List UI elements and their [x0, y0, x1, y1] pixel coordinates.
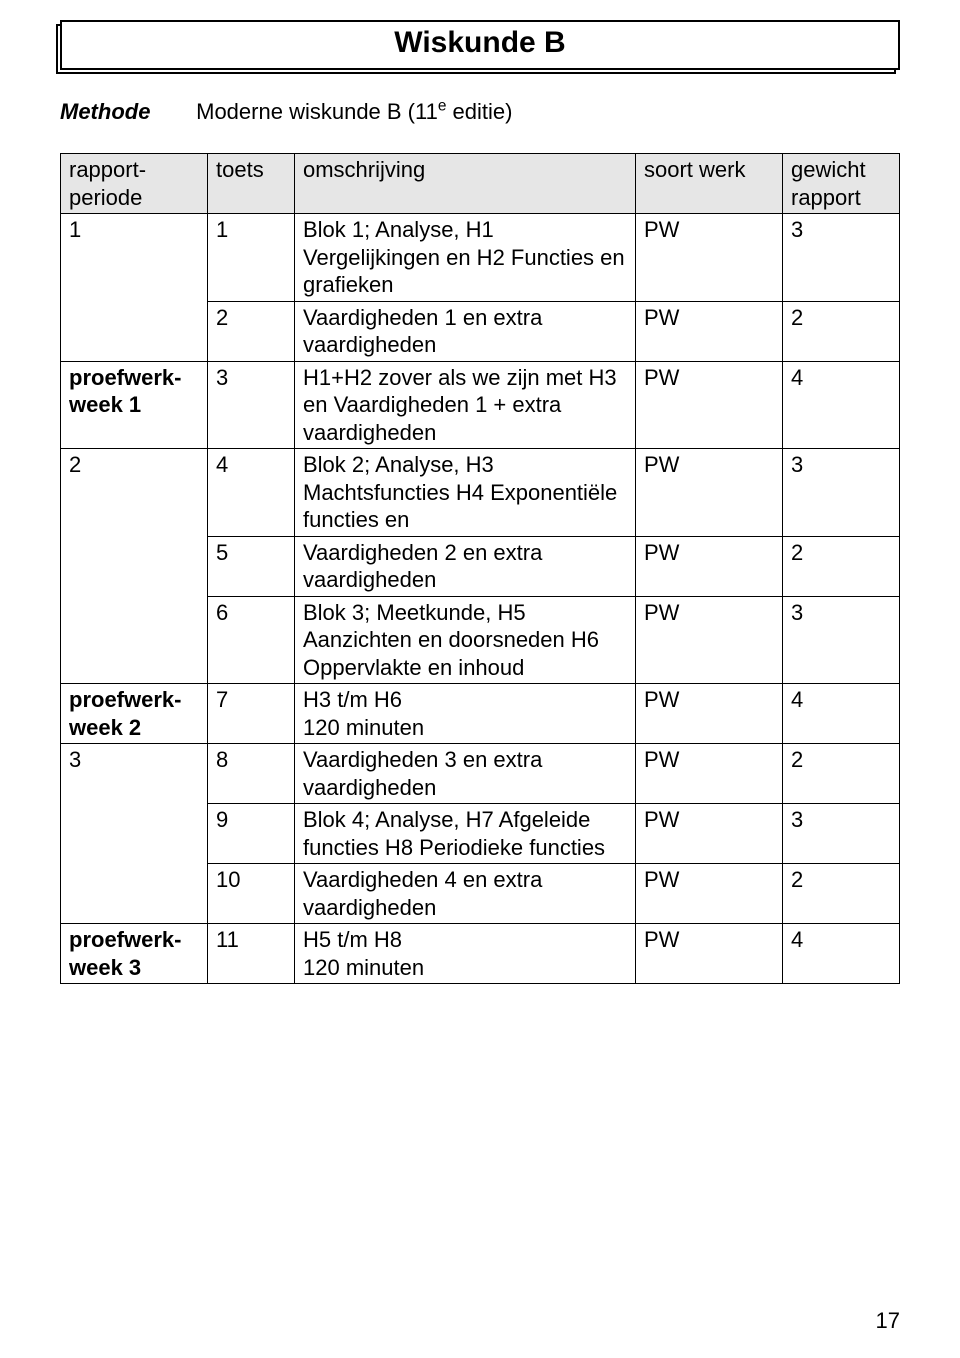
- cell-toets: 2: [208, 301, 295, 361]
- method-line: Methode Moderne wiskunde B (11e editie): [60, 98, 900, 125]
- th-omschrijving: omschrijving: [295, 154, 636, 214]
- method-value-suffix: editie): [446, 99, 512, 124]
- cell-omschrijving: Vaardigheden 2 en extra vaardigheden: [295, 536, 636, 596]
- cell-soort: PW: [636, 684, 783, 744]
- cell-toets: 5: [208, 536, 295, 596]
- cell-toets: 8: [208, 744, 295, 804]
- cell-periode: 2: [61, 449, 208, 684]
- cell-omschrijving: Vaardigheden 4 en extra vaardigheden: [295, 864, 636, 924]
- cell-periode: 3: [61, 744, 208, 924]
- table-header-row: rapport-periode toets omschrijving soort…: [61, 154, 900, 214]
- cell-soort: PW: [636, 449, 783, 537]
- table-body: 11Blok 1; Analyse, H1 Vergelijkingen en …: [61, 214, 900, 984]
- cell-gewicht: 4: [783, 361, 900, 449]
- method-value: Moderne wiskunde B (11e editie): [196, 99, 512, 124]
- table-row: proefwerk-week 13H1+H2 zover als we zijn…: [61, 361, 900, 449]
- cell-gewicht: 2: [783, 301, 900, 361]
- cell-soort: PW: [636, 596, 783, 684]
- th-soort: soort werk: [636, 154, 783, 214]
- table-row: proefwerk-week 27H3 t/m H6120 minutenPW4: [61, 684, 900, 744]
- cell-gewicht: 2: [783, 744, 900, 804]
- table-row: 38Vaardigheden 3 en extra vaardighedenPW…: [61, 744, 900, 804]
- cell-periode: proefwerk-week 3: [61, 924, 208, 984]
- th-periode: rapport-periode: [61, 154, 208, 214]
- method-value-prefix: Moderne wiskunde B (11: [196, 99, 438, 124]
- cell-soort: PW: [636, 924, 783, 984]
- cell-periode: 1: [61, 214, 208, 362]
- cell-toets: 11: [208, 924, 295, 984]
- cell-gewicht: 2: [783, 536, 900, 596]
- cell-periode: proefwerk-week 2: [61, 684, 208, 744]
- cell-gewicht: 3: [783, 804, 900, 864]
- table-row: 11Blok 1; Analyse, H1 Vergelijkingen en …: [61, 214, 900, 302]
- cell-gewicht: 4: [783, 684, 900, 744]
- cell-toets: 7: [208, 684, 295, 744]
- cell-gewicht: 3: [783, 596, 900, 684]
- cell-toets: 3: [208, 361, 295, 449]
- cell-gewicht: 2: [783, 864, 900, 924]
- cell-soort: PW: [636, 536, 783, 596]
- cell-soort: PW: [636, 744, 783, 804]
- cell-omschrijving: Vaardigheden 1 en extra vaardigheden: [295, 301, 636, 361]
- cell-gewicht: 3: [783, 214, 900, 302]
- page-title: Wiskunde B: [60, 20, 900, 70]
- cell-periode: proefwerk-week 1: [61, 361, 208, 449]
- cell-gewicht: 4: [783, 924, 900, 984]
- cell-soort: PW: [636, 301, 783, 361]
- cell-omschrijving: Blok 1; Analyse, H1 Vergelijkingen en H2…: [295, 214, 636, 302]
- cell-omschrijving: H3 t/m H6120 minuten: [295, 684, 636, 744]
- cell-toets: 4: [208, 449, 295, 537]
- cell-omschrijving: Vaardigheden 3 en extra vaardigheden: [295, 744, 636, 804]
- cell-omschrijving: Blok 2; Analyse, H3 Machtsfuncties H4 Ex…: [295, 449, 636, 537]
- method-label: Methode: [60, 99, 190, 125]
- cell-omschrijving: Blok 3; Meetkunde, H5 Aanzichten en door…: [295, 596, 636, 684]
- cell-omschrijving: H1+H2 zover als we zijn met H3 en Vaardi…: [295, 361, 636, 449]
- cell-omschrijving: Blok 4; Analyse, H7 Afgeleide functies H…: [295, 804, 636, 864]
- page-number: 17: [876, 1308, 900, 1334]
- curriculum-table: rapport-periode toets omschrijving soort…: [60, 153, 900, 984]
- table-row: 24Blok 2; Analyse, H3 Machtsfuncties H4 …: [61, 449, 900, 537]
- cell-toets: 9: [208, 804, 295, 864]
- cell-soort: PW: [636, 361, 783, 449]
- cell-toets: 1: [208, 214, 295, 302]
- cell-soort: PW: [636, 804, 783, 864]
- cell-toets: 6: [208, 596, 295, 684]
- th-toets: toets: [208, 154, 295, 214]
- page: Wiskunde B Methode Moderne wiskunde B (1…: [0, 0, 960, 1358]
- cell-omschrijving: H5 t/m H8120 minuten: [295, 924, 636, 984]
- cell-gewicht: 3: [783, 449, 900, 537]
- cell-soort: PW: [636, 864, 783, 924]
- table-row: proefwerk-week 311H5 t/m H8120 minutenPW…: [61, 924, 900, 984]
- cell-soort: PW: [636, 214, 783, 302]
- th-gewicht: gewicht rapport: [783, 154, 900, 214]
- cell-toets: 10: [208, 864, 295, 924]
